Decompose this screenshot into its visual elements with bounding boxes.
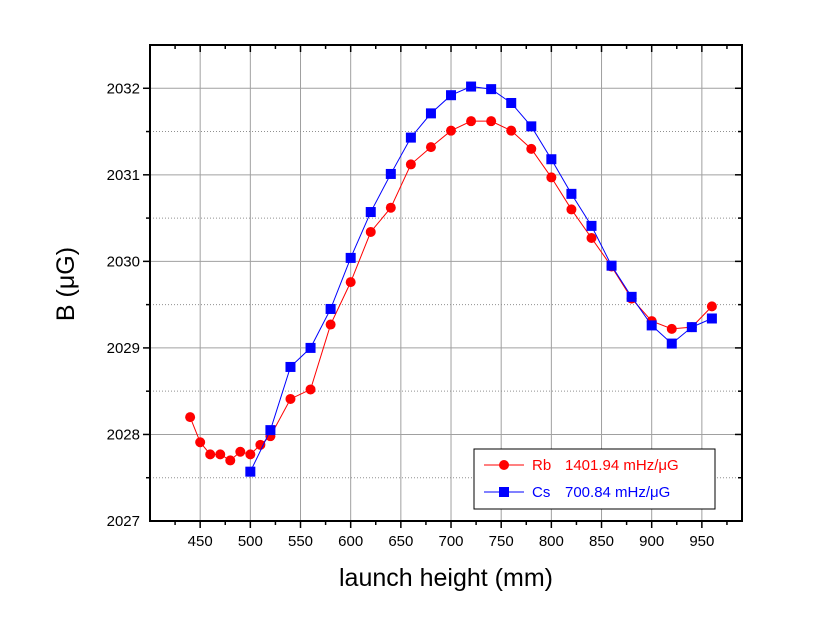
y-tick-label: 2030	[107, 253, 140, 270]
y-tick-label: 2027	[107, 513, 140, 530]
data-point-rb	[325, 319, 336, 330]
data-point-rb	[446, 125, 457, 136]
legend: Rb 1401.94 mHz/μG Cs 700.84 mHz/μG	[473, 448, 716, 510]
x-tick-label: 950	[689, 533, 714, 550]
data-point-cs	[586, 220, 597, 231]
data-point-rb	[225, 455, 236, 466]
legend-value-cs: 700.84 mHz/μG	[565, 484, 670, 501]
data-point-cs	[666, 338, 677, 349]
plot-frame	[149, 44, 743, 522]
data-point-rb	[245, 449, 256, 460]
plot-series	[185, 81, 717, 477]
data-point-rb	[215, 449, 226, 460]
legend-box	[473, 448, 716, 510]
axes: 450 500 550 600 650 700 750 800 850 900 950 2027 202…	[107, 44, 743, 550]
data-point-cs	[546, 154, 557, 165]
data-point-cs	[345, 252, 356, 263]
legend-marker-cs	[499, 487, 509, 497]
data-point-rb	[365, 226, 376, 237]
legend-label-rb: Rb	[532, 457, 551, 474]
data-point-rb	[425, 142, 436, 153]
data-point-cs	[626, 291, 637, 302]
x-tick-label: 900	[639, 533, 664, 550]
x-tick-label: 450	[188, 533, 213, 550]
data-point-cs	[245, 466, 256, 477]
data-point-rb	[185, 412, 196, 423]
data-point-rb	[305, 384, 316, 395]
data-point-rb	[385, 202, 396, 213]
x-tick-label: 650	[388, 533, 413, 550]
x-tick-label: 850	[589, 533, 614, 550]
data-point-rb	[205, 449, 216, 460]
data-point-cs	[566, 188, 577, 199]
y-tick-label: 2028	[107, 426, 140, 443]
data-point-cs	[325, 303, 336, 314]
data-point-cs	[285, 361, 296, 372]
data-point-rb	[486, 116, 497, 127]
series-line-cs	[249, 86, 713, 472]
legend-marker-rb	[499, 460, 509, 470]
data-point-rb	[546, 172, 557, 183]
data-point-rb	[666, 323, 677, 334]
data-point-cs	[446, 90, 457, 101]
x-tick-label: 600	[338, 533, 363, 550]
data-point-cs	[365, 207, 376, 218]
data-point-cs	[425, 108, 436, 119]
x-tick-label: 800	[539, 533, 564, 550]
data-point-cs	[686, 322, 697, 333]
legend-value-rb: 1401.94 mHz/μG	[565, 457, 679, 474]
x-tick-label: 550	[288, 533, 313, 550]
data-point-rb	[285, 393, 296, 404]
data-point-cs	[506, 97, 517, 108]
data-point-cs	[646, 320, 657, 331]
y-tick-label: 2032	[107, 80, 140, 97]
legend-label-cs: Cs	[532, 484, 550, 501]
data-point-cs	[706, 313, 717, 324]
data-point-rb	[706, 301, 717, 312]
y-tick-label: 2031	[107, 167, 140, 184]
data-point-rb	[255, 439, 266, 450]
grid-lines	[150, 45, 742, 521]
data-point-rb	[345, 277, 356, 288]
data-point-rb	[566, 204, 577, 215]
x-tick-label: 700	[439, 533, 464, 550]
data-point-rb	[466, 116, 477, 127]
data-point-cs	[606, 260, 617, 271]
data-point-rb	[586, 232, 597, 243]
data-point-rb	[235, 446, 246, 457]
data-point-rb	[405, 159, 416, 170]
data-point-cs	[385, 168, 396, 179]
x-tick-label: 750	[489, 533, 514, 550]
data-point-cs	[526, 121, 537, 132]
data-point-cs	[466, 81, 477, 92]
data-point-rb	[506, 125, 517, 136]
data-point-rb	[195, 437, 206, 448]
x-axis-title: launch height (mm)	[339, 564, 553, 592]
data-point-rb	[526, 143, 537, 154]
data-point-cs	[486, 84, 497, 95]
data-point-cs	[405, 132, 416, 143]
y-axis-title: B (μG)	[52, 247, 80, 321]
x-tick-label: 500	[238, 533, 263, 550]
y-tick-label: 2029	[107, 340, 140, 357]
data-point-cs	[305, 342, 316, 353]
data-point-cs	[265, 425, 276, 436]
